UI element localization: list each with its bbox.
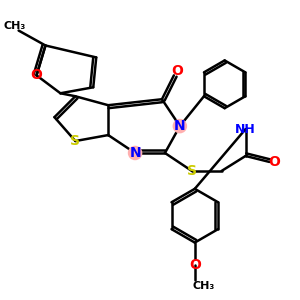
Text: O: O	[31, 68, 43, 82]
Circle shape	[128, 146, 142, 160]
Circle shape	[173, 119, 186, 133]
Text: O: O	[268, 155, 280, 169]
Text: S: S	[70, 134, 80, 148]
Text: CH₃: CH₃	[193, 281, 215, 291]
Text: O: O	[171, 64, 183, 78]
Text: CH₃: CH₃	[3, 21, 25, 31]
Text: NH: NH	[235, 123, 256, 136]
Text: S: S	[187, 164, 197, 178]
Text: N: N	[129, 146, 141, 160]
Text: N: N	[174, 119, 186, 133]
Text: O: O	[189, 258, 201, 272]
